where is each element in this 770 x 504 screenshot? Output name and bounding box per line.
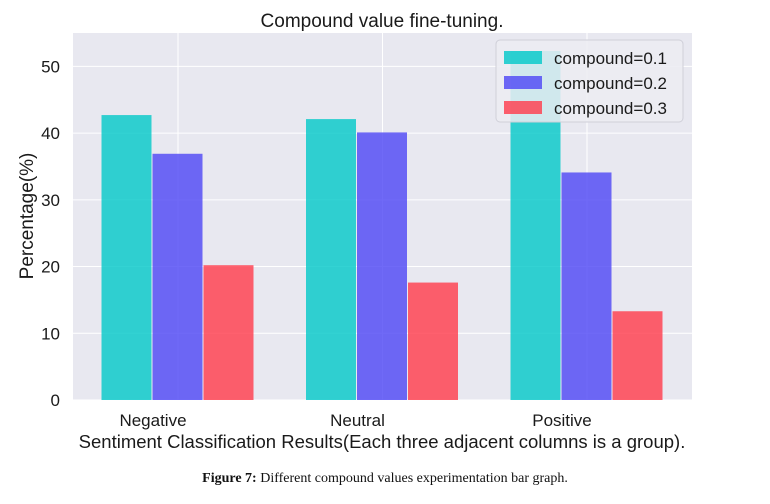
legend-swatch bbox=[504, 51, 542, 64]
y-tick-label: 20 bbox=[41, 258, 60, 277]
x-axis-ticks: Negative Neutral Positive bbox=[119, 411, 591, 430]
x-tick-label: Negative bbox=[119, 411, 186, 430]
bar-negative-1 bbox=[101, 115, 152, 400]
legend-swatch bbox=[504, 76, 542, 89]
bar-neutral-2 bbox=[357, 132, 407, 400]
bar-neutral-1 bbox=[306, 119, 356, 400]
bars bbox=[101, 51, 663, 401]
x-tick-label: Neutral bbox=[330, 411, 385, 430]
legend-box bbox=[495, 39, 684, 123]
y-axis-label: Percentage(%) bbox=[17, 153, 38, 280]
chart-title: Compound value fine-tuning. bbox=[261, 11, 504, 32]
y-tick-label: 50 bbox=[41, 57, 60, 76]
y-tick-label: 10 bbox=[41, 324, 60, 343]
legend: compound=0.1 compound=0.2 compound=0.3 bbox=[495, 39, 684, 123]
y-axis-ticks: 0 10 20 30 40 50 bbox=[41, 57, 60, 410]
caption-label: Figure 7: bbox=[202, 471, 257, 486]
bar-negative-3 bbox=[203, 265, 254, 400]
bar-positive-2 bbox=[561, 172, 612, 400]
bar-neutral-3 bbox=[408, 282, 458, 400]
y-tick-label: 40 bbox=[41, 124, 60, 143]
legend-label: compound=0.1 bbox=[554, 49, 667, 68]
legend-swatch bbox=[504, 101, 542, 114]
y-tick-label: 30 bbox=[41, 191, 60, 210]
bar-negative-2 bbox=[152, 153, 203, 400]
bar-positive-3 bbox=[612, 311, 663, 400]
y-tick-label: 0 bbox=[51, 391, 60, 410]
x-tick-label: Positive bbox=[532, 411, 592, 430]
caption-text: Different compound values experimentatio… bbox=[260, 471, 568, 486]
figure-caption: Figure 7: Different compound values expe… bbox=[0, 471, 770, 487]
bar-chart: 0 10 20 30 40 50 Negative Neutral Positive Comp… bbox=[17, 11, 692, 452]
legend-label: compound=0.3 bbox=[554, 99, 667, 118]
legend-label: compound=0.2 bbox=[554, 74, 667, 93]
x-axis-label: Sentiment Classification Results(Each th… bbox=[79, 431, 686, 452]
